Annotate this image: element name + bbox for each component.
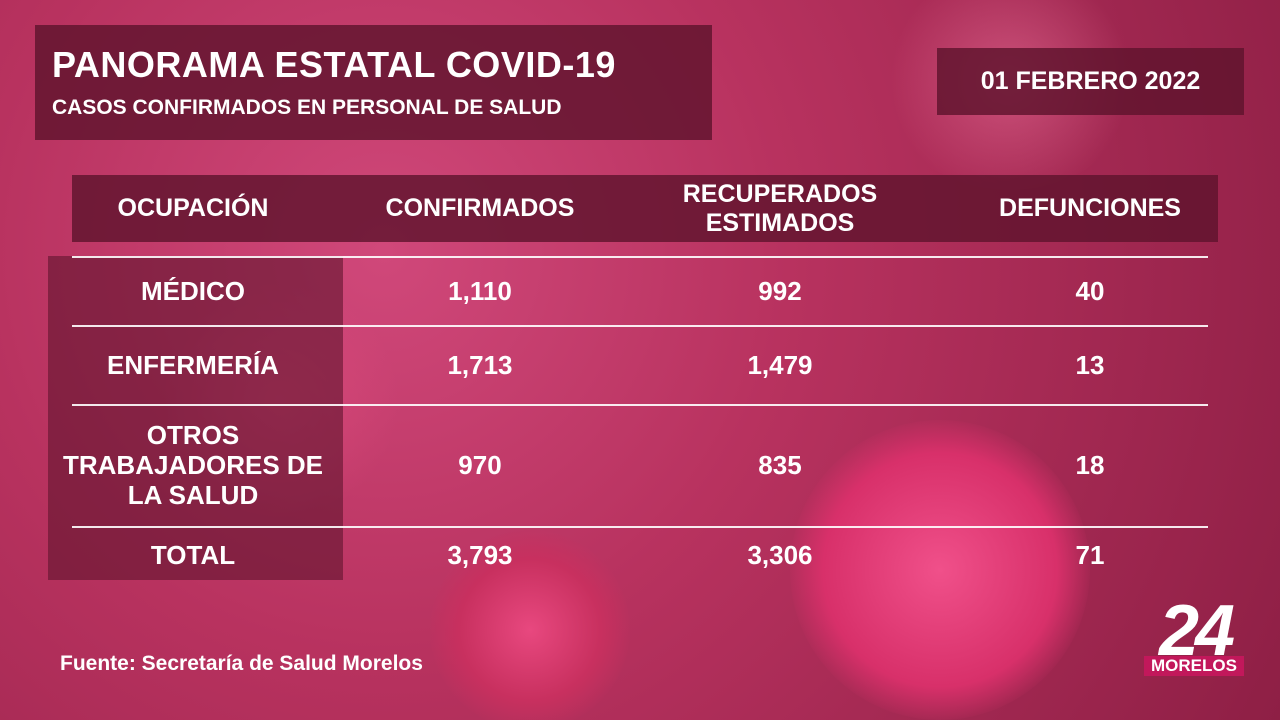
- title: PANORAMA ESTATAL COVID-19: [52, 44, 616, 85]
- table-cell: 1,713: [447, 349, 513, 380]
- table-cell: 835: [758, 450, 802, 481]
- source: Fuente: Secretaría de Salud Morelos: [60, 652, 423, 675]
- row-label: OTROS TRABAJADORES DE LA SALUD: [62, 420, 324, 510]
- row-label: MÉDICO: [141, 275, 245, 306]
- virus-decoration: [430, 530, 630, 720]
- table-cell: 970: [458, 450, 502, 481]
- row-divider: [72, 256, 1208, 258]
- table-cell: 40: [1075, 275, 1105, 306]
- table-cell: 13: [1075, 349, 1105, 380]
- row-label: ENFERMERÍA: [107, 349, 279, 380]
- column-header: CONFIRMADOS: [385, 194, 575, 223]
- virus-decoration: [790, 420, 1090, 720]
- table-cell: 3,306: [747, 540, 813, 571]
- column-header: DEFUNCIONES: [999, 194, 1181, 223]
- date: 01 FEBRERO 2022: [980, 67, 1201, 96]
- date-box: [937, 48, 1244, 115]
- table-cell: 992: [758, 275, 802, 306]
- title-box: [35, 25, 712, 140]
- logo-text: MORELOS: [1144, 656, 1244, 676]
- table-cell: 1,110: [448, 275, 512, 306]
- row-label: TOTAL: [150, 540, 236, 571]
- column-header: RECUPERADOS ESTIMADOS: [682, 179, 878, 237]
- header-band: [72, 175, 1218, 242]
- row-divider: [72, 325, 1208, 327]
- row-divider: [72, 526, 1208, 528]
- table-cell: 1,479: [747, 349, 813, 380]
- table-cell: 71: [1075, 540, 1105, 571]
- table-cell: 18: [1075, 450, 1105, 481]
- subtitle: CASOS CONFIRMADOS EN PERSONAL DE SALUD: [52, 96, 562, 119]
- logo: 24 MORELOS: [1140, 591, 1250, 693]
- column-header: OCUPACIÓN: [117, 194, 269, 223]
- table-cell: 3,793: [447, 540, 513, 571]
- row-divider: [72, 404, 1208, 406]
